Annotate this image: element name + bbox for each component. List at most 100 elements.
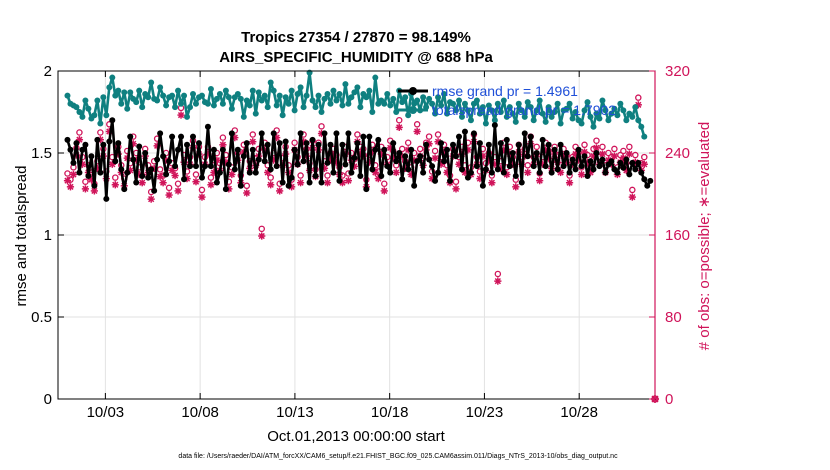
rmse-point: [100, 141, 107, 148]
rmse-point: [366, 133, 373, 140]
obs-evaluated-point: [81, 185, 90, 193]
rmse-point: [423, 141, 430, 148]
totalspread-point: [163, 102, 170, 109]
rmse-point: [351, 154, 358, 161]
totalspread-point: [264, 104, 271, 111]
obs-possible-point: [425, 133, 433, 140]
rmse-point: [375, 136, 382, 143]
totalspread-point: [318, 109, 325, 115]
obs-possible-point: [297, 172, 304, 179]
rmse-point: [426, 156, 433, 163]
rmse-point: [213, 179, 220, 186]
obs-evaluated-point: [524, 168, 532, 177]
totalspread-point: [228, 105, 235, 112]
totalspread-point: [578, 120, 585, 127]
totalspread-point: [169, 92, 176, 99]
totalspread-point: [207, 86, 214, 93]
obs-evaluated-point: [371, 168, 379, 177]
totalspread-point: [458, 113, 465, 120]
rmse-point: [184, 141, 191, 148]
totalspread-point: [548, 113, 555, 120]
rmse-point: [198, 174, 205, 181]
totalspread-point: [222, 87, 229, 94]
totalspread-point: [243, 97, 250, 104]
rmse-point: [593, 150, 600, 156]
obs-possible-point: [434, 131, 442, 138]
rmse-point: [324, 159, 331, 166]
rmse-point: [626, 171, 633, 178]
rmse-point: [488, 169, 495, 176]
obs-evaluated-point: [228, 170, 236, 179]
rmse-point: [411, 182, 418, 189]
obs-evaluated-point: [577, 170, 586, 179]
rmse-point: [521, 130, 528, 137]
rmse-point: [240, 153, 247, 160]
rmse-point: [336, 177, 343, 184]
totalspread-point: [444, 110, 451, 117]
rmse-point: [64, 136, 71, 143]
rmse-point: [264, 141, 271, 148]
rmse-point: [204, 123, 211, 130]
rmse-point: [491, 122, 498, 129]
obs-evaluated-point: [431, 154, 439, 162]
totalspread-point: [79, 113, 86, 120]
totalspread-point: [210, 102, 217, 109]
totalspread-point: [100, 94, 107, 101]
rmse-point: [497, 140, 504, 147]
totalspread-point: [160, 92, 167, 99]
rmse-point: [234, 146, 241, 153]
rmse-point: [596, 163, 603, 170]
rmse-point: [572, 166, 579, 173]
rmse-point: [127, 133, 134, 140]
rmse-point: [530, 163, 537, 170]
obs-evaluated-point: [207, 181, 215, 189]
rmse-point: [503, 136, 510, 143]
rmse-point: [315, 141, 322, 148]
totalspread-point: [638, 123, 645, 130]
obs-evaluated-point: [69, 170, 78, 179]
totalspread-point: [148, 79, 155, 86]
rmse-point: [620, 164, 627, 171]
totalspread-point: [441, 90, 448, 97]
obs-evaluated-point: [147, 195, 155, 203]
right-y-tick-label-0: 0: [665, 391, 673, 408]
totalspread-point: [608, 110, 615, 117]
totalspread-point: [426, 95, 433, 102]
totalspread-point: [402, 94, 409, 101]
rmse-point: [201, 163, 208, 170]
totalspread-point: [342, 81, 349, 88]
totalspread-point: [536, 97, 543, 104]
totalspread-point: [291, 107, 298, 114]
rmse-point: [560, 163, 567, 170]
totalspread-point: [136, 87, 143, 94]
totalspread-point: [348, 94, 355, 101]
obs-possible-point: [524, 162, 531, 169]
rmse-point: [441, 158, 448, 165]
totalspread-point: [187, 104, 194, 111]
totalspread-point: [429, 100, 436, 107]
data-file-footnote: data file: /Users/raeder/DAI/ATM_forcXX/…: [178, 453, 618, 460]
totalspread-point: [282, 94, 289, 101]
rmse-point: [369, 166, 376, 173]
obs-evaluated-point: [66, 183, 75, 191]
obs-evaluated-point: [138, 179, 146, 187]
totalspread-point: [294, 90, 301, 97]
obs-evaluated-point: [323, 179, 332, 187]
totalspread-point: [363, 94, 370, 101]
rmse-point: [219, 146, 226, 153]
rmse-point: [330, 169, 337, 176]
rmse-point: [291, 146, 298, 153]
totalspread-point: [145, 94, 152, 101]
rmse-point: [279, 179, 286, 186]
rmse-point: [405, 166, 412, 173]
right-y-tick-label-4: 320: [665, 63, 690, 80]
totalspread-point: [118, 100, 125, 107]
rmse-point: [384, 163, 391, 170]
rmse-point: [417, 153, 424, 160]
rmse-point: [321, 130, 328, 137]
obs-evaluated-point: [171, 171, 179, 180]
obs-possible-point: [156, 166, 164, 173]
totalspread-point: [327, 100, 334, 107]
rmse-point: [548, 169, 555, 176]
totalspread-point: [234, 90, 241, 97]
